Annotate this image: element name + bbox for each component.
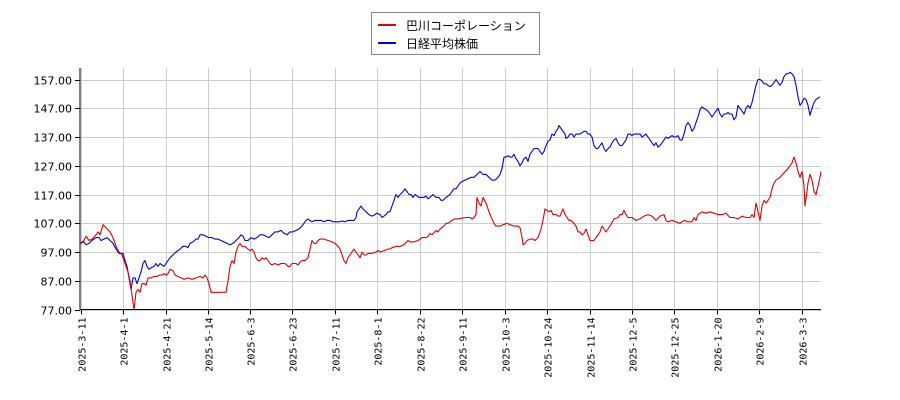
x-tick-label: 2026-1-20	[714, 318, 725, 372]
x-tick-label: 2025-8-1	[374, 318, 385, 366]
grid-lines	[80, 68, 821, 311]
series-line	[79, 156, 822, 311]
x-tick-label: 2025-6-23	[289, 318, 300, 372]
legend-item-tomoegawa: 巴川コーポレーション	[378, 16, 526, 34]
series-lines	[79, 71, 822, 311]
x-tick-label: 2025-4-1	[120, 318, 131, 366]
x-tick-label: 2025-6-3	[247, 318, 258, 366]
legend-item-nikkei: 日経平均株価	[378, 34, 478, 52]
x-tick-label: 2025-7-11	[332, 318, 343, 372]
x-tick-label: 2025-3-11	[78, 318, 89, 372]
x-tick-label: 2026-2-9	[756, 318, 767, 366]
y-tick-label: 77.00	[41, 305, 73, 318]
x-tick-label: 2026-3-3	[799, 318, 810, 366]
x-tick-label: 2025-4-21	[163, 318, 174, 372]
x-tick-label: 2025-12-25	[671, 318, 682, 378]
y-tick-label: 87.00	[41, 276, 73, 289]
y-tick-label: 117.00	[34, 190, 73, 203]
x-tick-label: 2025-10-24	[544, 318, 555, 378]
x-tick-label: 2025-8-22	[417, 318, 428, 372]
blue-line-swatch-icon	[378, 42, 396, 44]
y-tick-label: 157.00	[34, 75, 73, 88]
x-axis-ticks: 2025-3-11 2025-4-1 2025-4-21 2025-5-14 2025-…	[78, 309, 810, 378]
legend-label-nikkei: 日経平均株価	[406, 36, 479, 51]
x-tick-label: 2025-12-5	[629, 318, 640, 372]
red-line-swatch-icon	[378, 24, 396, 26]
y-tick-label: 137.00	[34, 132, 73, 145]
series-line	[79, 71, 821, 290]
legend-label-tomoegawa: 巴川コーポレーション	[406, 18, 526, 33]
y-tick-label: 107.00	[34, 218, 73, 231]
x-tick-label: 2025-9-11	[459, 318, 470, 372]
y-tick-label: 97.00	[41, 247, 73, 260]
y-tick-label: 127.00	[34, 161, 73, 174]
x-tick-label: 2025-5-14	[205, 318, 216, 372]
y-tick-label: 147.00	[34, 103, 73, 116]
x-tick-label: 2025-10-3	[502, 318, 513, 372]
y-axis-ticks: 77.00 87.00 97.00 107.00 117.00 127.00 137.00 1…	[34, 75, 80, 318]
legend: 巴川コーポレーション 日経平均株価	[371, 12, 540, 55]
x-tick-label: 2025-11-14	[587, 318, 598, 378]
